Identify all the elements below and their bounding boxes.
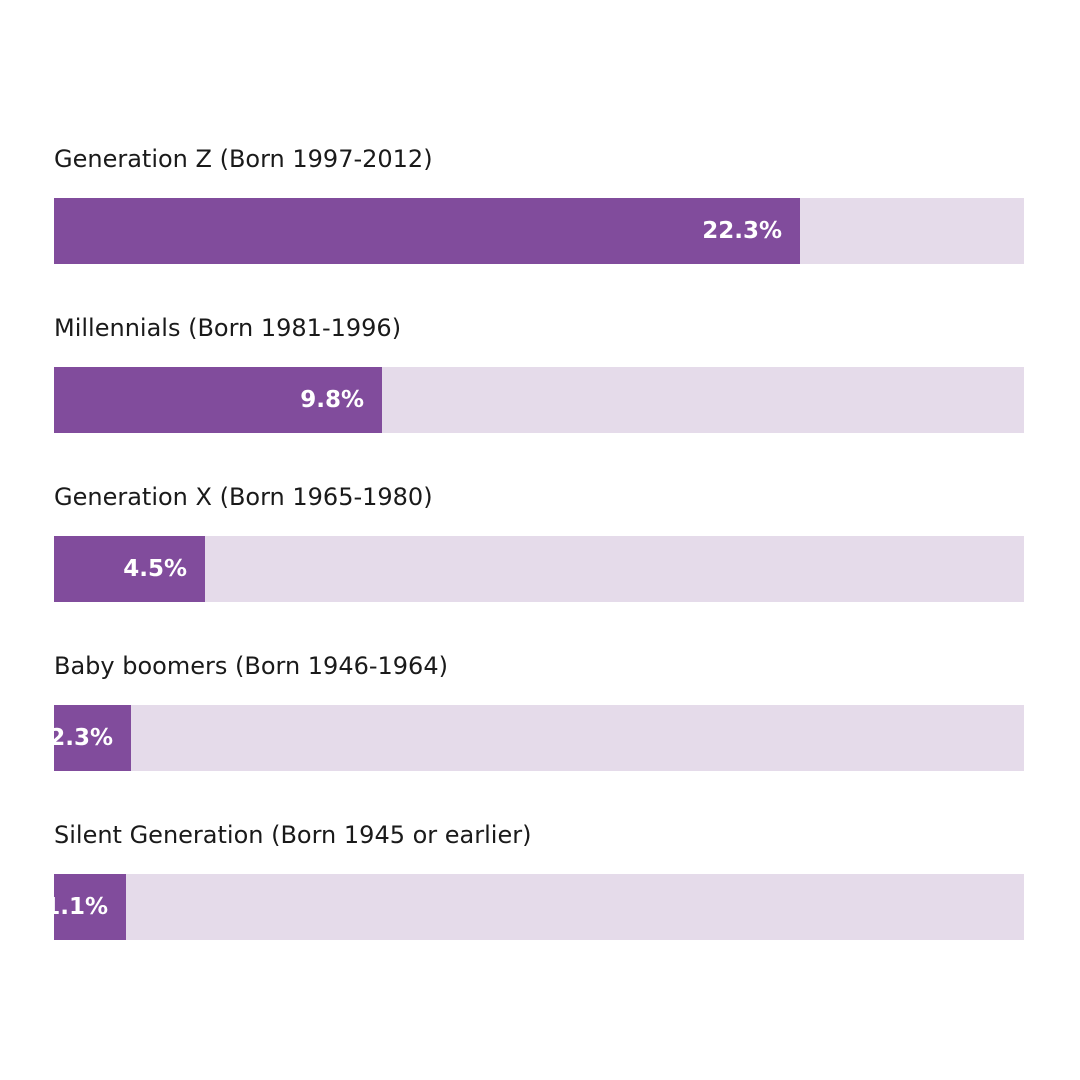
bar: 1.1% xyxy=(44,874,126,940)
bar-track: 4.5% xyxy=(54,536,1024,602)
bar-track: 22.3% xyxy=(54,198,1024,264)
bar: 2.3% xyxy=(49,705,131,771)
value-label: 1.1% xyxy=(44,894,108,920)
category-label: Baby boomers (Born 1946-1964) xyxy=(54,652,448,680)
category-label: Generation X (Born 1965-1980) xyxy=(54,483,433,511)
bar: 4.5% xyxy=(54,536,205,602)
bar: 22.3% xyxy=(54,198,800,264)
category-label: Silent Generation (Born 1945 or earlier) xyxy=(54,821,532,849)
value-label: 22.3% xyxy=(702,218,782,244)
category-label: Millennials (Born 1981-1996) xyxy=(54,314,402,342)
bar-track: 2.3% xyxy=(49,705,1024,771)
bar: 9.8% xyxy=(54,367,382,433)
value-label: 9.8% xyxy=(300,387,364,413)
value-label: 2.3% xyxy=(49,725,113,751)
bar-track: 9.8% xyxy=(54,367,1024,433)
value-label: 4.5% xyxy=(123,556,187,582)
bar-track: 1.1% xyxy=(44,874,1024,940)
category-label: Generation Z (Born 1997-2012) xyxy=(54,145,433,173)
